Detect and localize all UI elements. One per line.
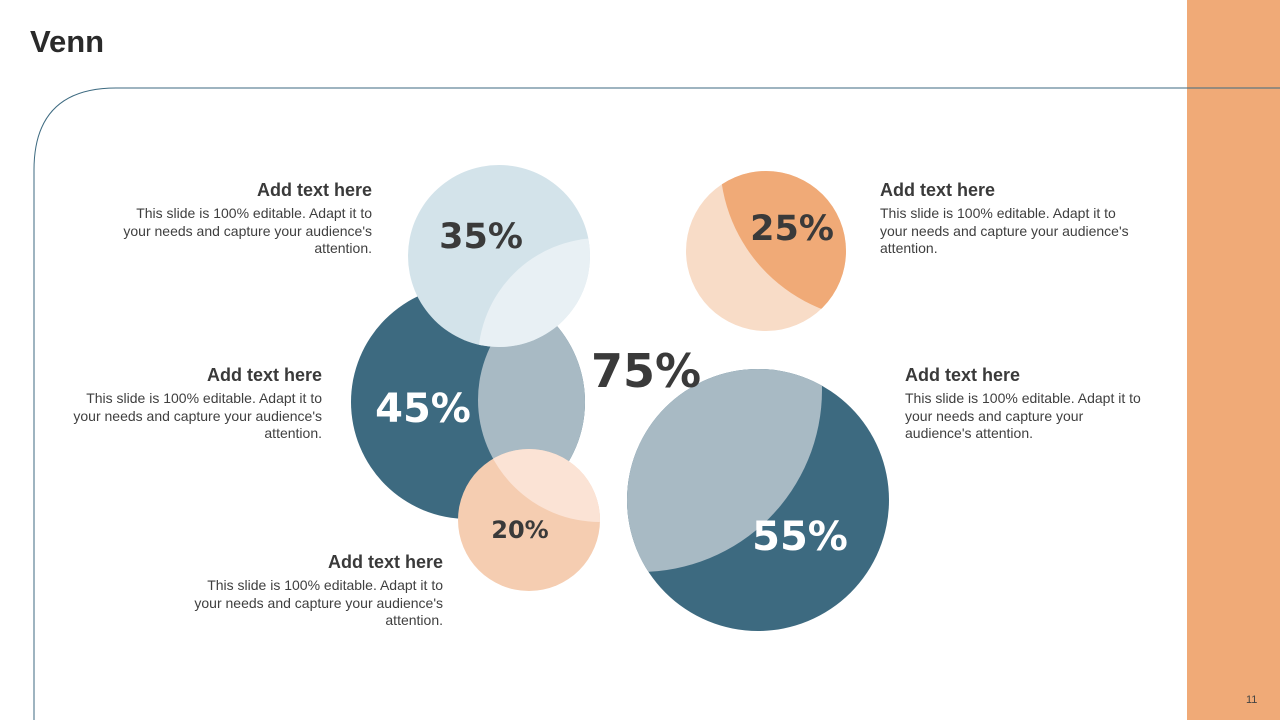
text-block-top-right: Add text here This slide is 100% editabl…: [880, 179, 1135, 258]
venn-lens-20-pale: [478, 449, 600, 522]
text-body: This slide is 100% editable. Adapt it to…: [905, 390, 1141, 441]
text-body: This slide is 100% editable. Adapt it to…: [73, 390, 322, 441]
text-heading: Add text here: [880, 180, 996, 200]
text-heading: Add text here: [905, 365, 1021, 385]
label-center-75: 75%: [591, 344, 701, 398]
text-block-top-left: Add text here This slide is 100% editabl…: [112, 179, 372, 258]
label-25: 25%: [750, 209, 834, 249]
text-block-middle-right: Add text here This slide is 100% editabl…: [905, 364, 1145, 443]
label-55: 55%: [752, 514, 848, 560]
label-35: 35%: [439, 217, 523, 257]
text-heading: Add text here: [256, 180, 372, 200]
text-body: This slide is 100% editable. Adapt it to…: [880, 205, 1129, 256]
text-body: This slide is 100% editable. Adapt it to…: [194, 577, 443, 628]
label-20: 20%: [491, 516, 548, 544]
page-number: 11: [1246, 694, 1258, 706]
text-block-bottom-left: Add text here This slide is 100% editabl…: [183, 551, 443, 630]
text-body: This slide is 100% editable. Adapt it to…: [123, 205, 372, 256]
slide-title: Venn: [30, 24, 105, 59]
accent-side-bar: [1187, 0, 1280, 720]
venn-lens-35-pale: [478, 238, 590, 347]
text-heading: Add text here: [206, 365, 322, 385]
text-block-middle-left: Add text here This slide is 100% editabl…: [62, 364, 322, 443]
text-heading: Add text here: [327, 552, 443, 572]
venn-lens-25-orange: [720, 171, 846, 320]
label-45: 45%: [375, 386, 471, 432]
